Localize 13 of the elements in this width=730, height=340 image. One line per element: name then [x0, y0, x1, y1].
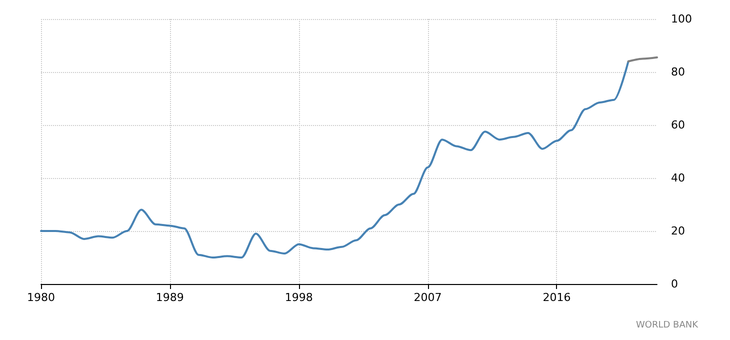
x-tick-label: 2016 — [542, 291, 571, 304]
x-tick-label: 1980 — [27, 291, 55, 304]
y-tick-label: 20 — [671, 224, 685, 238]
y-tick-label: 60 — [671, 118, 685, 132]
y-tick-label: 0 — [671, 278, 678, 290]
y-tick-label: 100 — [671, 12, 692, 26]
text: WORLD BANK — [636, 320, 700, 330]
x-tick-label: 2007 — [414, 291, 442, 304]
line-series — [40, 60, 630, 258]
y-tick-label: 80 — [671, 66, 685, 78]
x-tick-label: 1989 — [156, 291, 184, 304]
x-tick-label: 1998 — [284, 291, 313, 304]
y-tick-label: 40 — [671, 172, 685, 184]
